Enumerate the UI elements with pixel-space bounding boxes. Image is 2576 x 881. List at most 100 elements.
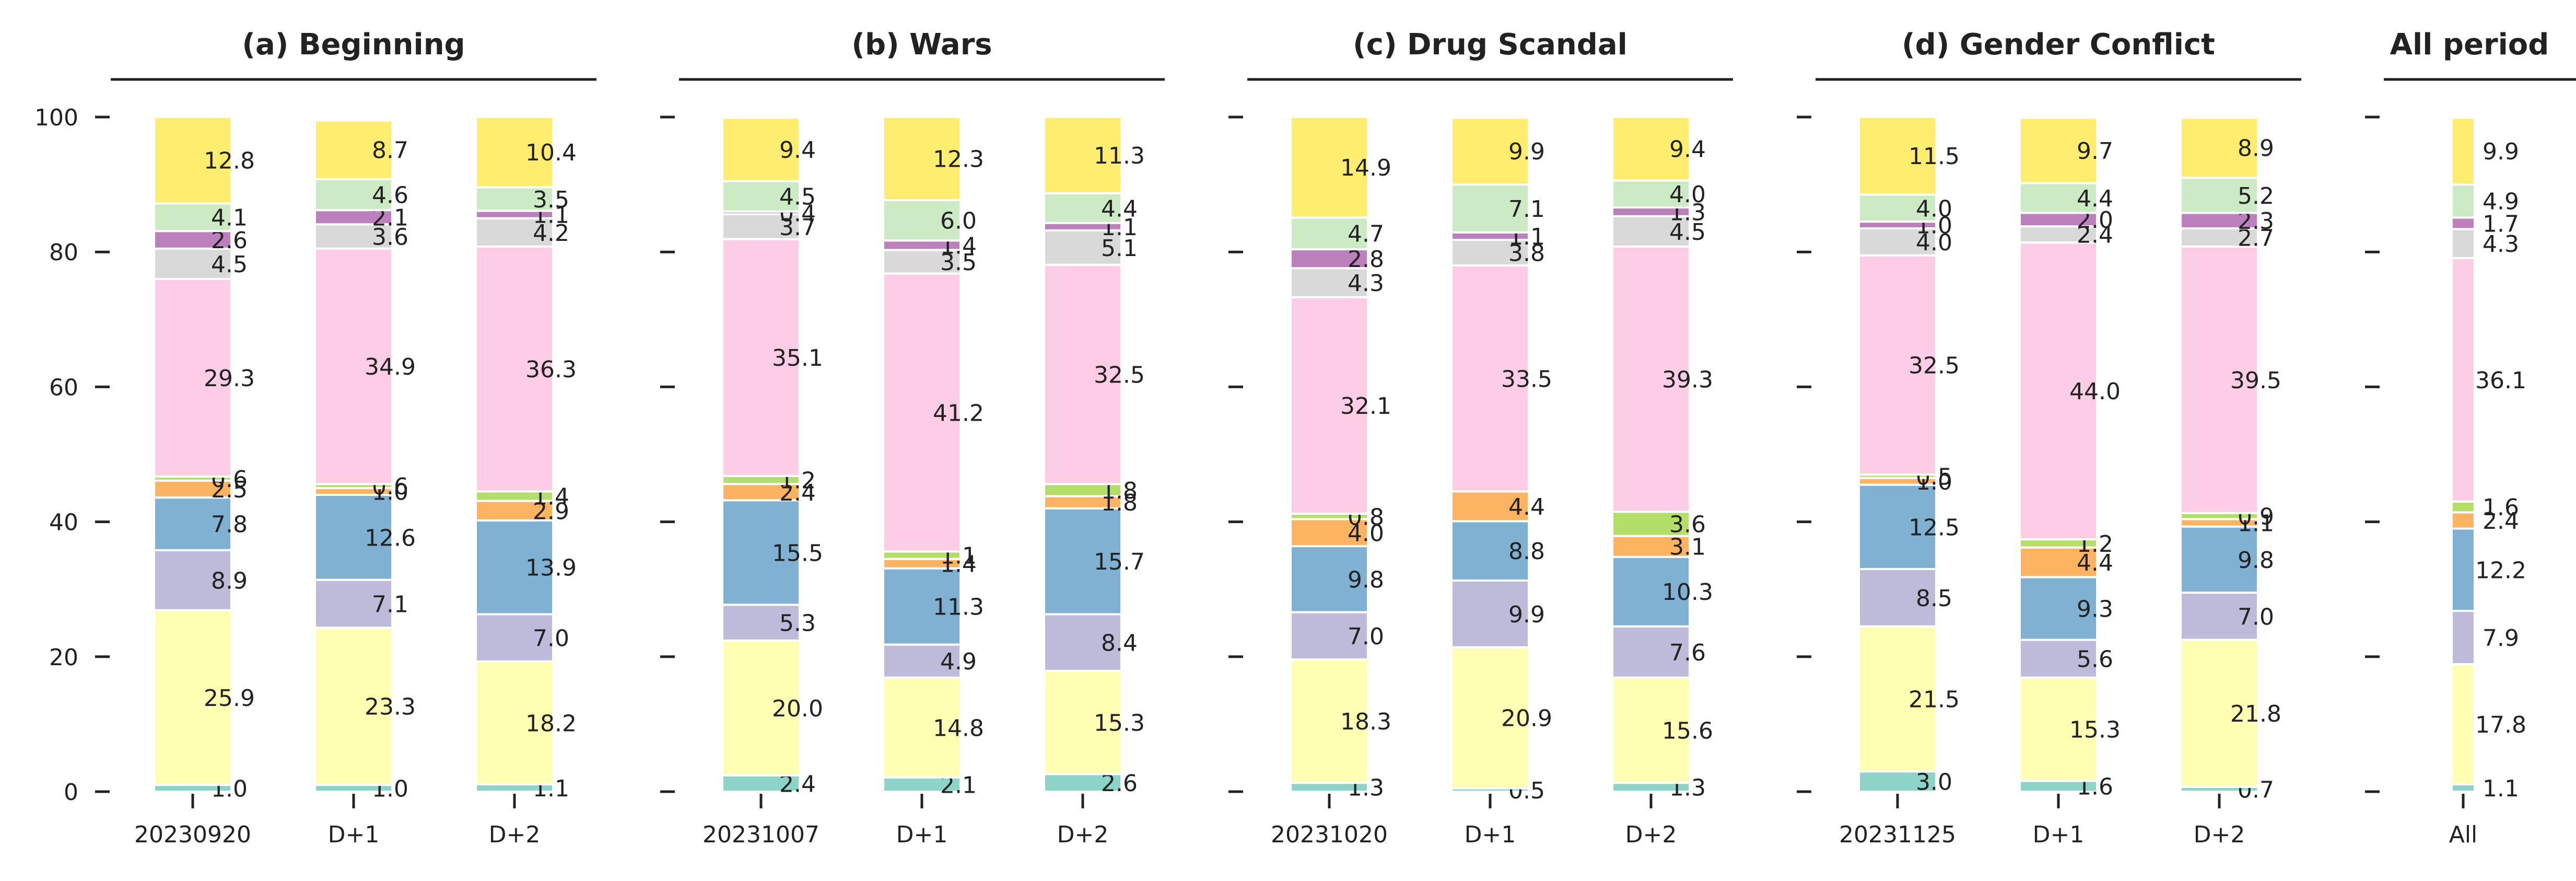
segment-value-label: 1.6 <box>2483 494 2519 521</box>
bar-segment <box>2019 639 2098 679</box>
bar-segment <box>2019 241 2098 541</box>
y-tick-label: 80 <box>49 239 78 266</box>
bar-segment <box>1290 296 1369 515</box>
bar-segment <box>1858 116 1937 196</box>
bar-segment <box>1611 535 1691 558</box>
segment-value-label: 3.1 <box>1669 534 1706 561</box>
segment-value-label: 14.8 <box>933 715 984 741</box>
segment-value-label: 4.4 <box>1508 494 1545 520</box>
x-tick-label: D+2 <box>2194 821 2245 848</box>
x-tick-label: D+2 <box>489 821 541 848</box>
bar-segment <box>2451 500 2476 514</box>
segment-value-label: 12.8 <box>204 148 255 175</box>
segment-value-label: 4.0 <box>1916 229 1952 256</box>
bar-segment <box>153 479 232 499</box>
bar-segment <box>2180 525 2259 594</box>
segment-value-label: 36.1 <box>2475 367 2526 394</box>
segment-value-label: 4.3 <box>1348 270 1384 297</box>
segment-value-label: 4.0 <box>1348 520 1384 547</box>
bar-segment <box>2451 511 2476 530</box>
x-tick-label: 20230920 <box>134 821 251 848</box>
segment-value-label: 12.3 <box>933 146 984 172</box>
x-tick-label: 20231020 <box>1271 821 1388 848</box>
bar-segment <box>1450 117 1530 186</box>
bar-segment <box>721 213 801 240</box>
bar-segment <box>1290 611 1369 660</box>
bar-segment <box>1290 248 1369 270</box>
segment-value-label: 4.5 <box>1669 219 1706 246</box>
bar-segment <box>721 604 801 642</box>
bar-segment <box>1858 567 1937 628</box>
bar-segment <box>1611 511 1691 537</box>
x-tick-label: D+1 <box>328 821 380 848</box>
bar-segment <box>2451 527 2476 612</box>
segment-value-label: 4.9 <box>940 648 977 675</box>
x-tick-label: D+1 <box>1465 821 1516 848</box>
segment-value-label: 6.0 <box>940 208 977 235</box>
x-tick-label: D+1 <box>2033 821 2085 848</box>
bar-segment <box>882 676 962 779</box>
bar-segment <box>2019 182 2098 214</box>
segment-value-label: 4.5 <box>779 184 816 211</box>
bar-segment <box>1043 507 1122 616</box>
bar-segment <box>1290 545 1369 613</box>
segment-value-label: 21.8 <box>2230 701 2281 727</box>
bar-segment <box>475 116 554 189</box>
segment-value-label: 9.8 <box>2238 547 2274 574</box>
bar-segment <box>1450 646 1530 790</box>
segment-value-label: 4.0 <box>1916 195 1952 222</box>
segment-value-label: 8.8 <box>1508 538 1545 565</box>
bar-segment <box>721 180 801 213</box>
bar-segment <box>1858 625 1937 773</box>
segment-value-label: 15.7 <box>1094 549 1145 575</box>
segment-value-label: 9.7 <box>2077 138 2113 165</box>
bar-segment <box>1290 116 1369 219</box>
x-tick-label: 20231125 <box>1839 821 1956 848</box>
bar-segment <box>1290 658 1369 784</box>
segment-value-label: 34.9 <box>365 354 416 380</box>
bar-segment <box>2019 546 2098 578</box>
bar-segment <box>1611 215 1691 248</box>
bar-segment <box>153 247 232 280</box>
bar-segment <box>1290 518 1369 548</box>
segment-value-label: 5.2 <box>2238 183 2274 210</box>
bar-segment <box>721 639 801 777</box>
segment-value-label: 14.9 <box>1340 155 1391 181</box>
segment-value-label: 8.7 <box>372 137 408 164</box>
bar-segment <box>2180 212 2259 230</box>
bar-segment <box>1611 245 1691 513</box>
segment-value-label: 44.0 <box>2069 378 2121 405</box>
y-tick-label: 40 <box>49 509 78 536</box>
segment-value-label: 3.0 <box>1916 769 1952 796</box>
segment-value-label: 5.1 <box>1101 235 1138 262</box>
segment-value-label: 9.9 <box>2483 138 2519 165</box>
segment-value-label: 35.1 <box>772 345 823 372</box>
segment-value-label: 4.0 <box>1669 181 1706 208</box>
segment-value-label: 3.5 <box>533 187 569 213</box>
segment-value-label: 4.9 <box>2483 189 2519 215</box>
segment-value-label: 32.5 <box>1908 352 1960 379</box>
segment-value-label: 15.5 <box>772 540 823 566</box>
segment-value-label: 23.3 <box>365 694 416 721</box>
y-tick-label: 60 <box>49 374 78 401</box>
panel-title: (b) Wars <box>851 28 992 62</box>
segment-value-label: 8.9 <box>2238 135 2274 162</box>
segment-value-label: 41.2 <box>933 400 984 426</box>
segment-value-label: 32.1 <box>1340 393 1391 420</box>
segment-value-label: 8.4 <box>1101 630 1138 657</box>
y-tick-label: 100 <box>34 105 78 131</box>
segment-value-label: 32.5 <box>1094 362 1145 389</box>
bar-segment <box>153 202 232 233</box>
segment-value-label: 9.9 <box>1508 138 1545 165</box>
bar-segment <box>2451 228 2476 259</box>
bar-segment <box>2180 117 2259 179</box>
bar-segment <box>314 247 393 485</box>
segment-value-label: 4.4 <box>2077 550 2113 576</box>
segment-value-label: 7.6 <box>1669 640 1706 666</box>
segment-value-label: 4.5 <box>211 251 248 278</box>
segment-value-label: 4.2 <box>533 220 569 247</box>
bar-segment <box>153 496 232 551</box>
panel-title: All period <box>2390 28 2549 62</box>
segment-value-label: 8.5 <box>1916 585 1952 612</box>
segment-value-label: 7.1 <box>1508 196 1545 223</box>
